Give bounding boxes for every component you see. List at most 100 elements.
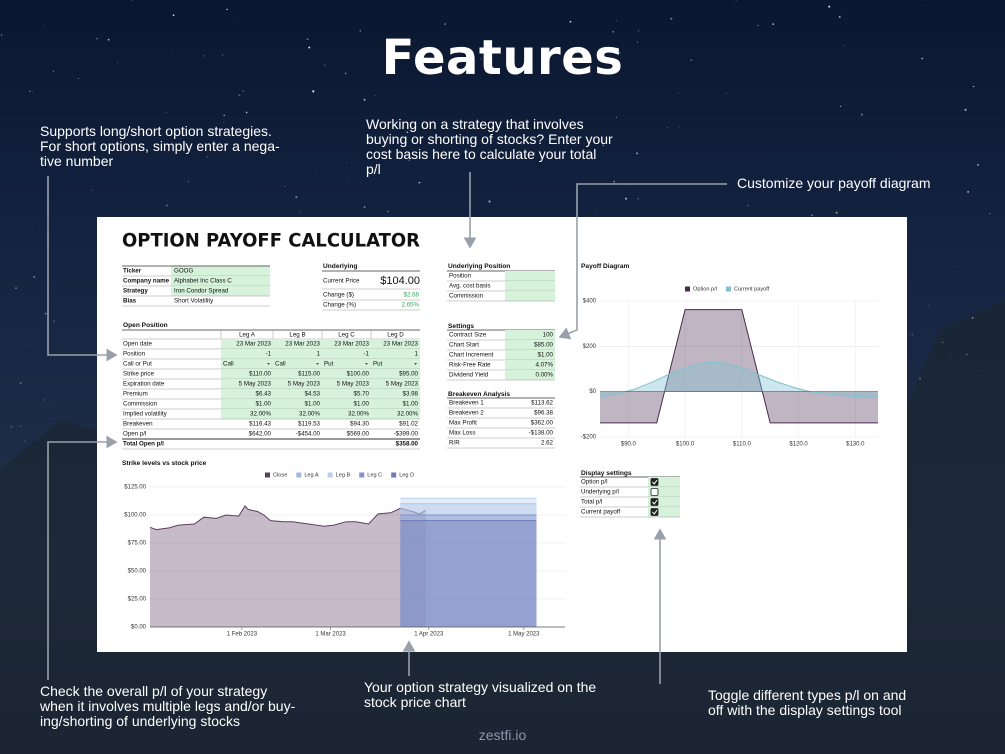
cell-value: $6.43	[256, 391, 272, 398]
star	[324, 64, 326, 66]
y-tick-label: $200	[583, 344, 597, 350]
y-tick-label: $0.00	[131, 625, 147, 631]
x-tick-label: $100.0	[676, 442, 695, 448]
star	[308, 46, 311, 49]
cell-value: 23 Mar 2023	[334, 341, 369, 348]
dropdown-value: Put	[324, 361, 334, 368]
dropdown-arrow	[365, 363, 368, 365]
cell	[505, 271, 555, 281]
checkmark	[652, 509, 658, 515]
star	[226, 8, 228, 11]
star	[117, 61, 119, 63]
row-value: Short Volatility	[174, 298, 214, 305]
callout-line: p/l	[366, 161, 381, 177]
star	[165, 111, 167, 113]
row-label: Current Price	[323, 278, 360, 285]
section-title: Underlying Position	[448, 263, 510, 270]
row-value: 2.62	[541, 440, 554, 447]
star	[345, 162, 347, 164]
area-fill	[400, 515, 537, 627]
row-value: $85.00	[534, 342, 553, 349]
cell-value: 32.00%	[299, 411, 320, 418]
section-title: Open Position	[123, 322, 168, 329]
cell-value: $115.00	[298, 371, 320, 378]
star	[232, 19, 234, 20]
star	[636, 152, 639, 155]
cell-value: $642.00	[249, 431, 272, 438]
star	[131, 0, 134, 2]
cell	[171, 286, 270, 296]
row-value: $1.00	[538, 352, 554, 359]
star	[532, 84, 533, 86]
legend-label: Current payoff	[734, 286, 770, 292]
cell-value: $3.98	[403, 391, 419, 398]
checkmark	[652, 499, 658, 505]
legend-label: Leg B	[336, 472, 351, 478]
legend-swatch	[725, 286, 731, 292]
y-tick-label: -$200	[581, 435, 597, 441]
star	[223, 114, 225, 117]
y-tick-label: $100.00	[124, 513, 146, 519]
cell-value: $1.00	[305, 401, 321, 408]
total-value: $358.00	[396, 441, 419, 448]
callout-line: Your option strategy visualized on the	[364, 679, 597, 695]
callout-line: buying or shorting of stocks? Enter your	[366, 131, 613, 147]
cell-value: $1.00	[354, 401, 370, 408]
cell-value: 1	[317, 351, 321, 358]
cell	[221, 349, 420, 359]
star	[612, 30, 615, 33]
row-value: 2.65%	[401, 302, 419, 309]
row-label: Chart Start	[449, 342, 479, 349]
star	[618, 51, 621, 54]
star	[89, 55, 90, 57]
row-value: 4.07%	[535, 362, 553, 369]
star	[670, 17, 673, 20]
star	[408, 35, 410, 37]
star	[206, 156, 209, 158]
callout-line: tive number	[40, 153, 114, 169]
row-label: Underlying p/l	[581, 489, 619, 496]
area-fill	[400, 520, 537, 627]
star	[637, 198, 639, 200]
star	[602, 144, 604, 147]
star	[967, 190, 970, 193]
row-label: Max Profit	[449, 420, 477, 427]
star	[811, 214, 814, 217]
callout: Toggle different types p/l on and off wit…	[708, 688, 906, 718]
star	[413, 40, 415, 42]
x-tick-label: 1 Apr 2023	[414, 632, 444, 638]
cell	[505, 360, 555, 370]
star	[316, 169, 318, 171]
legend-swatch	[296, 472, 302, 478]
star	[972, 85, 975, 88]
legend-label: Close	[273, 472, 287, 478]
star	[408, 159, 410, 161]
y-tick-label: $0	[589, 389, 596, 395]
cell	[648, 497, 680, 507]
callout-line: ing/shorting of underlying stocks	[40, 713, 240, 729]
star	[667, 126, 668, 128]
cell-value: $1.00	[403, 401, 419, 408]
star	[533, 152, 536, 154]
star	[615, 20, 617, 22]
column-header: Leg A	[239, 332, 256, 339]
cell	[505, 370, 555, 380]
star	[10, 425, 13, 428]
row-label: Breakeven	[123, 421, 153, 428]
callout-line: Working on a strategy that involves	[366, 116, 584, 132]
row-label: Strategy	[123, 288, 148, 295]
chart-title: Strike levels vs stock price	[122, 460, 207, 467]
star	[964, 108, 967, 111]
cell-value: -$399.00	[394, 431, 419, 438]
star	[78, 77, 79, 79]
star	[359, 30, 361, 32]
legend-swatch	[265, 472, 270, 478]
legend-label: Option p/l	[693, 286, 717, 292]
footer: zestfi.io	[478, 727, 527, 743]
row-label: Premium	[123, 391, 148, 398]
star	[44, 312, 47, 315]
cell-value: $5.70	[354, 391, 370, 398]
star	[52, 70, 54, 72]
